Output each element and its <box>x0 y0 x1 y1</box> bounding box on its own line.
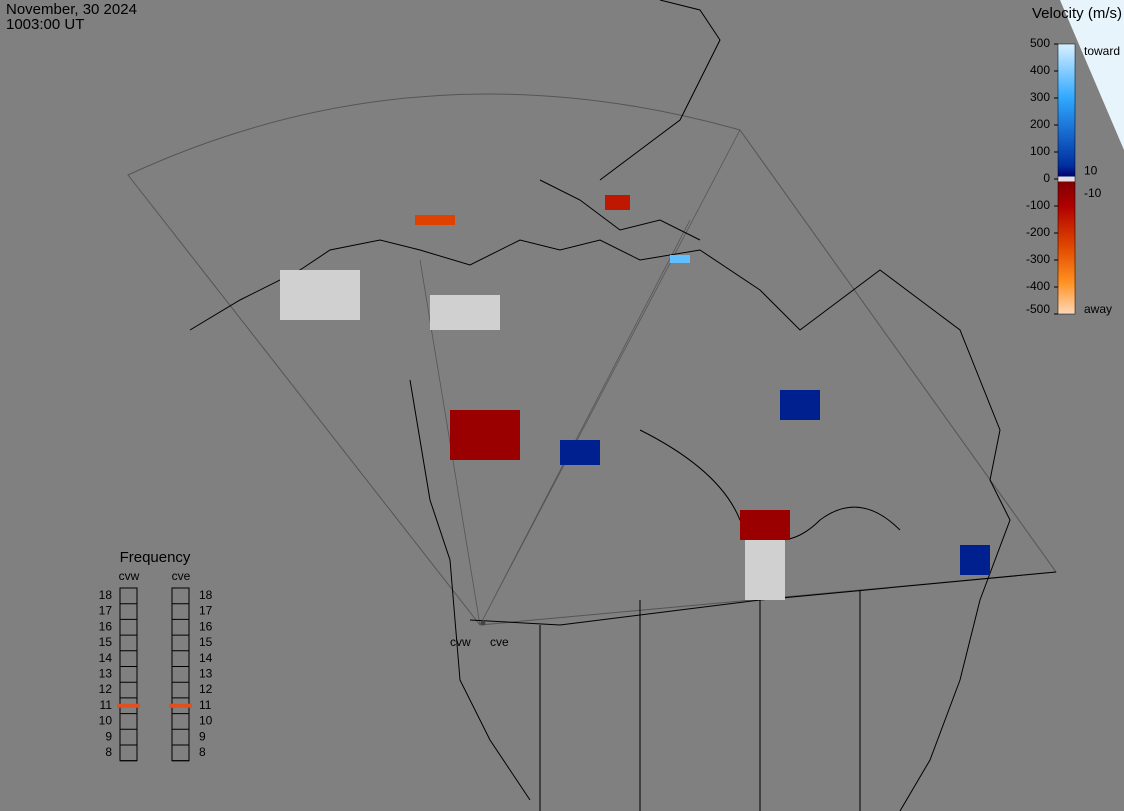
colorbar-tick-label: -300 <box>1026 252 1050 266</box>
colorbar-tick-label: 300 <box>1030 90 1050 104</box>
frequency-tick-label: 8 <box>199 745 206 759</box>
frequency-tick-label: 11 <box>199 698 212 712</box>
frequency-tick-label: 10 <box>99 714 113 728</box>
frequency-marker <box>117 703 140 708</box>
frequency-tick-label: 18 <box>99 588 113 602</box>
colorbar-tick-label: -400 <box>1026 279 1050 293</box>
scatter-cells <box>280 195 990 600</box>
frequency-panel: cvw18171615141312111098cve18171615141312… <box>99 569 213 762</box>
frequency-tick-label: 17 <box>99 604 113 618</box>
colorbar-inner-label: 10 <box>1084 163 1098 177</box>
colorbar-scale <box>1057 43 1076 315</box>
frequency-tick-label: 14 <box>199 651 213 665</box>
date: November, 30 2024 <box>6 1 137 18</box>
frequency-tick-label: 10 <box>199 714 213 728</box>
colorbar-tick-label: 100 <box>1030 144 1050 158</box>
radar-name: cve <box>172 569 191 583</box>
frequency-tick-label: 18 <box>199 588 213 602</box>
colorbar-tick-label: 200 <box>1030 117 1050 131</box>
frequency-tick-label: 12 <box>99 682 113 696</box>
frequency-tick-label: 8 <box>105 745 112 759</box>
frequency-tick-label: 15 <box>99 635 113 649</box>
colorbar-tick-label: -200 <box>1026 225 1050 239</box>
colorbar-tick-label: 500 <box>1030 36 1050 50</box>
colorbar-tick-label: 400 <box>1030 63 1050 77</box>
radar-label: cvw <box>450 635 471 649</box>
frequency-tick-label: 17 <box>199 604 213 618</box>
frequency-tick-label: 9 <box>199 729 206 743</box>
frequency-tick-label: 13 <box>99 667 113 681</box>
colorbar-title: Velocity (m/s) <box>1032 5 1122 22</box>
fov-outline <box>127 93 1057 626</box>
colorbar-tick-label: -500 <box>1026 302 1050 316</box>
colorbar: 500 400 300 200 100 0 -100 -200 -300 -400 -500 10 -1… <box>1026 36 1102 316</box>
colorbar-bottom-label: away <box>1084 302 1112 316</box>
frequency-tick-label: 16 <box>199 619 213 633</box>
frequency-tick-label: 11 <box>100 698 113 712</box>
frequency-tick-label: 12 <box>199 682 213 696</box>
frequency-tick-label: 16 <box>99 619 113 633</box>
frequency-tick-label: 13 <box>199 667 213 681</box>
colorbar-top-label: toward <box>1084 44 1120 58</box>
time: 1003:00 UT <box>6 16 84 33</box>
frequency-title: Frequency <box>120 549 191 566</box>
colorbar-tick-label: 0 <box>1043 171 1050 185</box>
colorbar-inner-label: -10 <box>1084 186 1102 200</box>
radar-name: cvw <box>119 569 140 583</box>
radar-label: cve <box>490 635 509 649</box>
frequency-marker <box>169 703 192 708</box>
corner <box>1060 0 1124 150</box>
frequency-tick-label: 14 <box>99 651 113 665</box>
frequency-tick-label: 9 <box>105 729 112 743</box>
frequency-tick-label: 15 <box>199 635 213 649</box>
radar-site <box>480 620 486 626</box>
colorbar-tick-label: -100 <box>1026 198 1050 212</box>
